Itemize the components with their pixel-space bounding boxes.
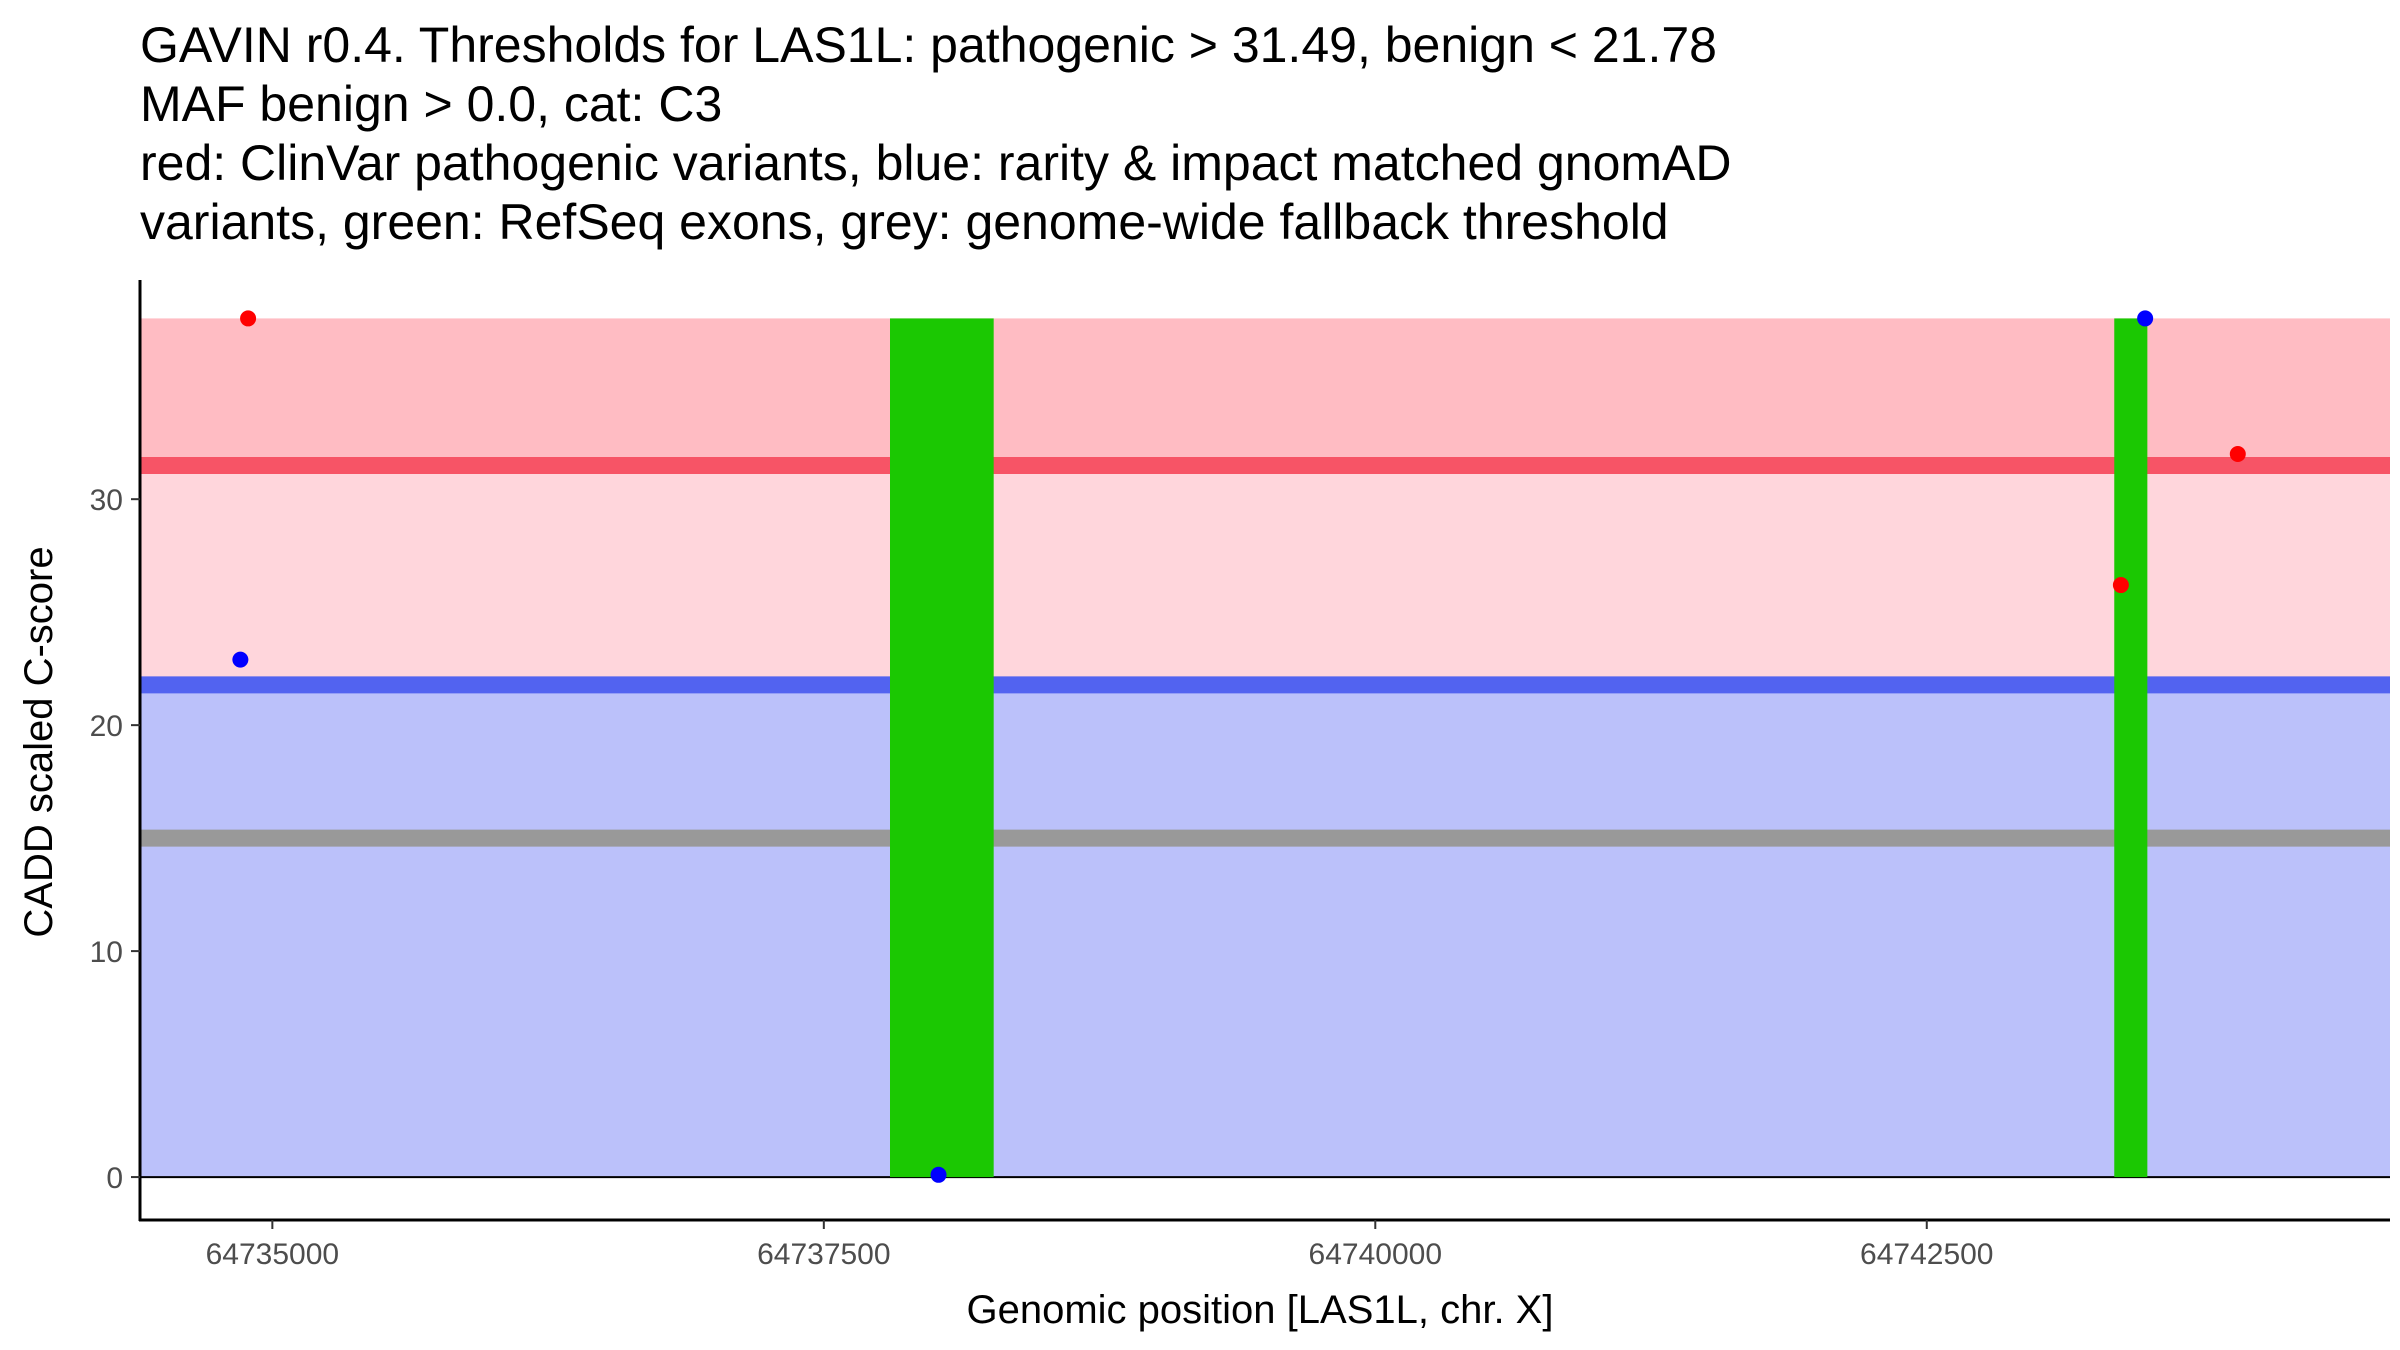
chart-title: GAVIN r0.4. Thresholds for LAS1L: pathog… [140,17,1731,250]
plot-background [140,318,2390,1179]
intermediate-region [140,465,2390,685]
x-tick-label: 64737500 [757,1238,890,1271]
clinvar-point-2 [2112,577,2129,594]
y-tick-label: 20 [90,710,123,743]
axes [131,280,2390,1229]
tick-labels: 64735000 64737500 64740000 64742500 0 10 20 30 [90,484,1994,1271]
data-points [232,310,2246,1183]
title-line-1: GAVIN r0.4. Thresholds for LAS1L: pathog… [140,17,1717,73]
title-line-3: red: ClinVar pathogenic variants, blue: … [140,135,1731,191]
pathogenic-region [140,318,2390,466]
gnomad-point-2 [930,1166,947,1183]
y-tick-label: 10 [90,936,123,969]
y-tick-label: 0 [106,1162,123,1195]
title-line-2: MAF benign > 0.0, cat: C3 [140,76,722,132]
x-tick-label: 64740000 [1309,1238,1442,1271]
title-line-4: variants, green: RefSeq exons, grey: gen… [140,194,1669,250]
gnomad-point-3 [2137,310,2154,327]
gnomad-point-1 [232,651,249,668]
exon-bar-2 [2114,318,2148,1178]
y-tick-label: 30 [90,484,123,517]
exon-bar-1 [890,318,994,1178]
x-tick-label: 64735000 [206,1238,339,1271]
x-axis-title: Genomic position [LAS1L, chr. X] [967,1288,1554,1332]
exon-bars [890,318,2148,1178]
y-axis-title: CADD scaled C-score [17,546,61,937]
benign-region [140,684,2390,1178]
clinvar-point-1 [240,310,257,327]
clinvar-point-3 [2229,445,2246,462]
x-tick-label: 64742500 [1860,1238,1993,1271]
